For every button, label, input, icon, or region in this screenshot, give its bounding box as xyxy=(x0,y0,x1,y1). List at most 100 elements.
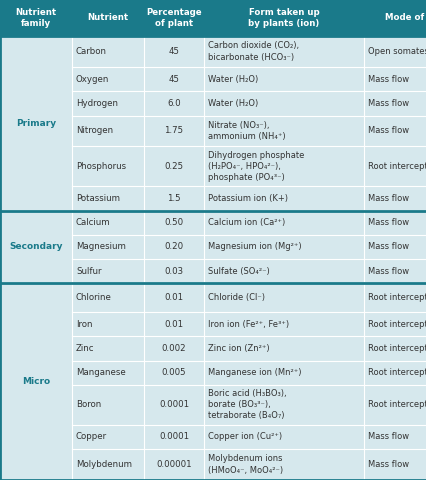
Text: Hydrogen: Hydrogen xyxy=(76,99,118,108)
Text: Water (H₂O): Water (H₂O) xyxy=(207,74,258,84)
Bar xyxy=(144,0,204,36)
Text: Chloride (Cl⁻): Chloride (Cl⁻) xyxy=(207,293,265,302)
Bar xyxy=(363,116,426,146)
Bar xyxy=(204,385,363,425)
Bar xyxy=(0,67,72,91)
Bar xyxy=(0,0,72,36)
Bar xyxy=(72,449,144,480)
Bar xyxy=(144,336,204,360)
Text: 6.0: 6.0 xyxy=(167,99,180,108)
Text: Boron: Boron xyxy=(76,400,101,409)
Bar xyxy=(363,385,426,425)
Bar xyxy=(204,360,363,385)
Bar xyxy=(0,385,72,425)
Bar xyxy=(0,360,72,385)
Text: 0.0001: 0.0001 xyxy=(158,400,189,409)
Text: Potassium: Potassium xyxy=(76,194,120,203)
Bar xyxy=(363,211,426,235)
Bar xyxy=(144,211,204,235)
Bar xyxy=(204,259,363,283)
Text: Nitrate (NO₃⁻),
ammonium (NH₄⁺): Nitrate (NO₃⁻), ammonium (NH₄⁺) xyxy=(207,121,285,141)
Text: Iron ion (Fe²⁺, Fe³⁺): Iron ion (Fe²⁺, Fe³⁺) xyxy=(207,320,288,329)
Text: 0.25: 0.25 xyxy=(164,162,183,171)
Bar xyxy=(363,235,426,259)
Bar xyxy=(144,67,204,91)
Text: 0.00001: 0.00001 xyxy=(156,460,191,469)
Text: Percentage
of plant: Percentage of plant xyxy=(146,8,201,28)
Bar xyxy=(144,146,204,186)
Text: Dihydrogen phosphate
(H₂PO₄⁻, HPO₄²⁻),
phosphate (PO₄³⁻): Dihydrogen phosphate (H₂PO₄⁻, HPO₄²⁻), p… xyxy=(207,151,304,182)
Bar xyxy=(204,211,363,235)
Bar xyxy=(363,449,426,480)
Text: Nutrient
family: Nutrient family xyxy=(15,8,56,28)
Text: 0.0001: 0.0001 xyxy=(158,432,189,442)
Text: Mass flow: Mass flow xyxy=(367,74,408,84)
Text: Calcium: Calcium xyxy=(76,218,110,227)
Text: Zinc ion (Zn²⁺): Zinc ion (Zn²⁺) xyxy=(207,344,269,353)
Bar xyxy=(72,211,144,235)
Bar xyxy=(204,0,363,36)
Text: Manganese: Manganese xyxy=(76,368,125,377)
Bar xyxy=(204,283,363,312)
Text: Mass flow: Mass flow xyxy=(367,194,408,203)
Bar xyxy=(363,91,426,116)
Text: Copper: Copper xyxy=(76,432,107,442)
Text: Mass flow: Mass flow xyxy=(367,99,408,108)
Text: Iron: Iron xyxy=(76,320,92,329)
Bar xyxy=(363,146,426,186)
Text: Mass flow: Mass flow xyxy=(367,460,408,469)
Bar xyxy=(0,146,72,186)
Text: 0.03: 0.03 xyxy=(164,267,183,276)
Text: Micro: Micro xyxy=(22,377,50,386)
Text: 0.002: 0.002 xyxy=(161,344,186,353)
Text: 45: 45 xyxy=(168,47,179,56)
Text: 0.20: 0.20 xyxy=(164,242,183,252)
Bar xyxy=(144,235,204,259)
Bar xyxy=(204,186,363,211)
Bar xyxy=(0,116,72,146)
Text: 1.5: 1.5 xyxy=(167,194,180,203)
Bar xyxy=(144,425,204,449)
Text: Mass flow: Mass flow xyxy=(367,127,408,135)
Text: Molybdenum ions
(HMoO₄⁻, MoO₄²⁻): Molybdenum ions (HMoO₄⁻, MoO₄²⁻) xyxy=(207,455,282,475)
Bar xyxy=(72,385,144,425)
Bar xyxy=(204,146,363,186)
Bar xyxy=(144,36,204,67)
Text: Open somates: Open somates xyxy=(367,47,426,56)
Text: 0.50: 0.50 xyxy=(164,218,183,227)
Bar xyxy=(204,449,363,480)
Text: 0.01: 0.01 xyxy=(164,320,183,329)
Bar xyxy=(204,91,363,116)
Text: Mass flow: Mass flow xyxy=(367,218,408,227)
Bar xyxy=(0,186,72,211)
Bar xyxy=(0,235,72,259)
Bar xyxy=(72,235,144,259)
Bar xyxy=(72,67,144,91)
Text: Nutrient: Nutrient xyxy=(87,13,128,23)
Text: Form taken up
by plants (ion): Form taken up by plants (ion) xyxy=(248,8,319,28)
Bar xyxy=(0,211,72,235)
Bar xyxy=(363,186,426,211)
Text: Sulfur: Sulfur xyxy=(76,267,101,276)
Text: Root interception: Root interception xyxy=(367,162,426,171)
Text: Secondary: Secondary xyxy=(9,242,63,252)
Text: Calcium ion (Ca²⁺): Calcium ion (Ca²⁺) xyxy=(207,218,285,227)
Text: 0.01: 0.01 xyxy=(164,293,183,302)
Bar xyxy=(363,283,426,312)
Text: Oxygen: Oxygen xyxy=(76,74,109,84)
Text: Carbon dioxide (CO₂),
bicarbonate (HCO₃⁻): Carbon dioxide (CO₂), bicarbonate (HCO₃⁻… xyxy=(207,41,299,61)
Text: Root interception: Root interception xyxy=(367,368,426,377)
Text: Root interception: Root interception xyxy=(367,344,426,353)
Text: Mass flow: Mass flow xyxy=(367,267,408,276)
Bar xyxy=(0,36,72,67)
Text: Zinc: Zinc xyxy=(76,344,94,353)
Bar xyxy=(204,67,363,91)
Text: Boric acid (H₃BO₃),
borate (BO₃³⁻),
tetraborate (B₄O₇): Boric acid (H₃BO₃), borate (BO₃³⁻), tetr… xyxy=(207,389,286,420)
Bar xyxy=(204,36,363,67)
Text: Sulfate (SO₄²⁻): Sulfate (SO₄²⁻) xyxy=(207,267,269,276)
Bar xyxy=(72,0,144,36)
Bar xyxy=(72,259,144,283)
Bar xyxy=(0,283,72,312)
Bar xyxy=(144,91,204,116)
Bar xyxy=(72,116,144,146)
